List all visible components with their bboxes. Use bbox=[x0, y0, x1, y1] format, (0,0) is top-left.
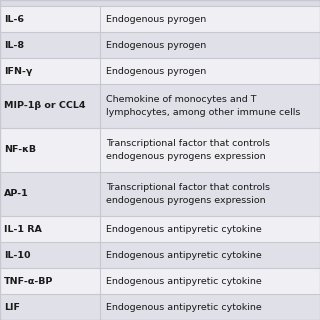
Bar bbox=[0, 242, 320, 268]
Text: Transcriptional factor that controls
endogenous pyrogens expression: Transcriptional factor that controls end… bbox=[106, 139, 270, 161]
Bar bbox=[0, 6, 320, 32]
Text: Endogenous pyrogen: Endogenous pyrogen bbox=[106, 14, 206, 23]
Text: TNF-α-BP: TNF-α-BP bbox=[4, 276, 53, 285]
Bar bbox=[0, 172, 320, 216]
Text: LIF: LIF bbox=[4, 302, 20, 311]
Text: IL-1 RA: IL-1 RA bbox=[4, 225, 42, 234]
Text: IL-8: IL-8 bbox=[4, 41, 24, 50]
Text: Chemokine of monocytes and T
lymphocytes, among other immune cells: Chemokine of monocytes and T lymphocytes… bbox=[106, 95, 300, 117]
Text: Endogenous pyrogen: Endogenous pyrogen bbox=[106, 41, 206, 50]
Text: Endogenous antipyretic cytokine: Endogenous antipyretic cytokine bbox=[106, 251, 262, 260]
Text: IL-6: IL-6 bbox=[4, 14, 24, 23]
Text: Transcriptional factor that controls
endogenous pyrogens expression: Transcriptional factor that controls end… bbox=[106, 183, 270, 205]
Bar bbox=[0, 58, 320, 84]
Bar bbox=[0, 216, 320, 242]
Bar bbox=[0, 84, 320, 128]
Bar bbox=[0, 268, 320, 294]
Bar bbox=[0, 128, 320, 172]
Text: Endogenous antipyretic cytokine: Endogenous antipyretic cytokine bbox=[106, 225, 262, 234]
Text: IL-10: IL-10 bbox=[4, 251, 30, 260]
Text: NF-κB: NF-κB bbox=[4, 146, 36, 155]
Text: Endogenous antipyretic cytokine: Endogenous antipyretic cytokine bbox=[106, 276, 262, 285]
Text: Mediator: Mediator bbox=[106, 0, 150, 1]
Text: Endogenous pyrogen: Endogenous pyrogen bbox=[106, 67, 206, 76]
Text: IFN-γ: IFN-γ bbox=[4, 67, 32, 76]
Text: MIP-1β or CCL4: MIP-1β or CCL4 bbox=[4, 101, 85, 110]
Bar bbox=[0, 0, 320, 6]
Text: AP-1: AP-1 bbox=[4, 189, 29, 198]
Text: Endogenous antipyretic cytokine: Endogenous antipyretic cytokine bbox=[106, 302, 262, 311]
Bar bbox=[0, 294, 320, 320]
Bar bbox=[0, 32, 320, 58]
